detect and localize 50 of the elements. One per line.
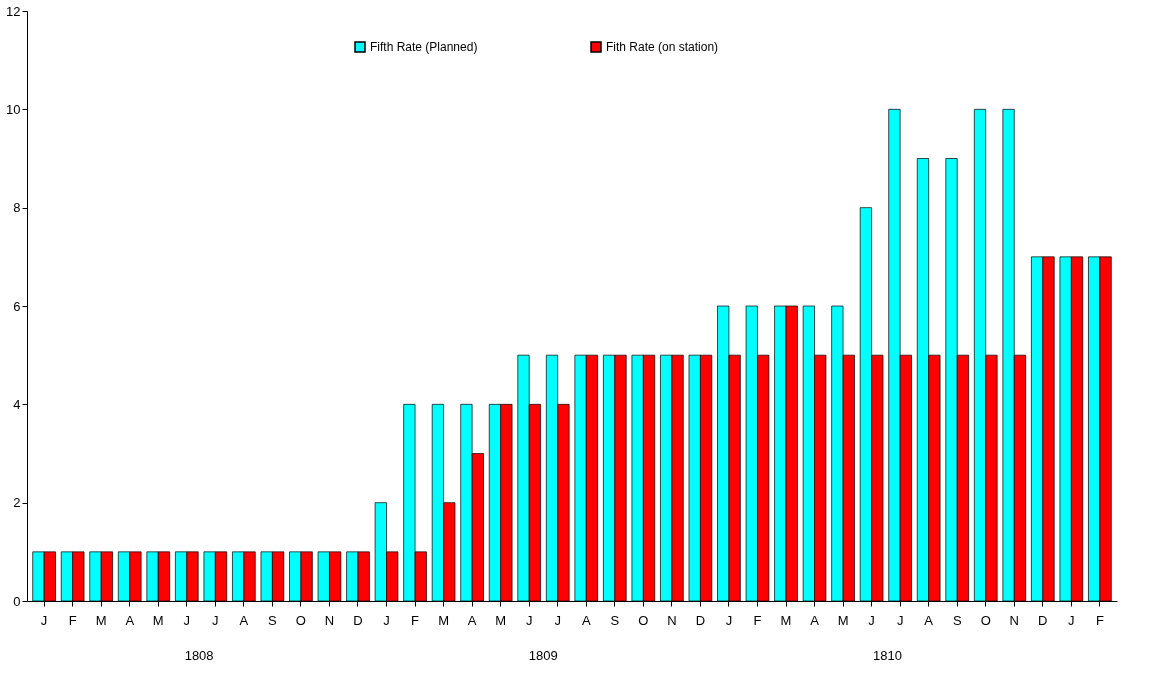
x-tick-label: M [837, 612, 849, 628]
x-tick-label: N [324, 612, 335, 628]
y-tick-label: 0 [13, 593, 21, 609]
legend-label: Fifth Rate (Planned) [370, 40, 478, 54]
x-tick-label: M [152, 612, 164, 628]
x-tick-label: A [467, 612, 477, 628]
x-tick-label: M [438, 612, 450, 628]
y-tick-label: 6 [13, 298, 21, 314]
x-tick-label: J [40, 612, 48, 628]
x-tick-label: A [239, 612, 249, 628]
x-tick-label: J [525, 612, 533, 628]
x-tick-label: J [1068, 612, 1075, 628]
y-tick-label: 10 [6, 101, 21, 117]
x-tick-label: F [68, 612, 77, 628]
x-tick-label: S [610, 612, 620, 628]
text: 1808 [184, 648, 214, 663]
x-tick-label: F [753, 612, 762, 628]
x-tick-label: J [896, 612, 904, 628]
x-tick-label: D [695, 612, 706, 628]
x-tick-label: O [638, 612, 649, 628]
x-tick-label: N [667, 612, 677, 628]
x-tick-label: D [353, 612, 363, 628]
x-tick-label: A [581, 612, 591, 628]
x-tick-label: J [212, 612, 219, 628]
x-tick-label: J [725, 612, 733, 628]
x-tick-label: F [411, 612, 420, 628]
y-tick-label: 8 [13, 200, 21, 216]
x-tick-label: J [868, 612, 875, 628]
text: 1809 [528, 648, 558, 663]
text: 1810 [873, 648, 902, 663]
x-tick-label: M [95, 612, 107, 628]
x-tick-label: N [1009, 612, 1019, 628]
x-tick-label: D [1038, 612, 1048, 628]
x-tick-label: J [183, 612, 191, 628]
x-tick-label: J [554, 612, 561, 628]
x-tick-label: A [125, 612, 135, 628]
x-tick-label: J [383, 612, 390, 628]
x-tick-label: S [268, 612, 278, 628]
y-tick-label: 2 [13, 495, 21, 511]
x-tick-label: S [952, 612, 962, 628]
y-tick-label: 4 [13, 396, 21, 412]
x-tick-label: F [1095, 612, 1104, 628]
x-tick-label: M [495, 612, 507, 628]
x-tick-label: O [295, 612, 306, 628]
x-tick-label: A [810, 612, 820, 628]
x-tick-label: M [780, 612, 792, 628]
legend-label: Fith Rate (on station) [606, 40, 719, 54]
y-tick-label: 12 [6, 3, 21, 19]
x-tick-label: O [980, 612, 991, 628]
x-tick-label: A [924, 612, 934, 628]
